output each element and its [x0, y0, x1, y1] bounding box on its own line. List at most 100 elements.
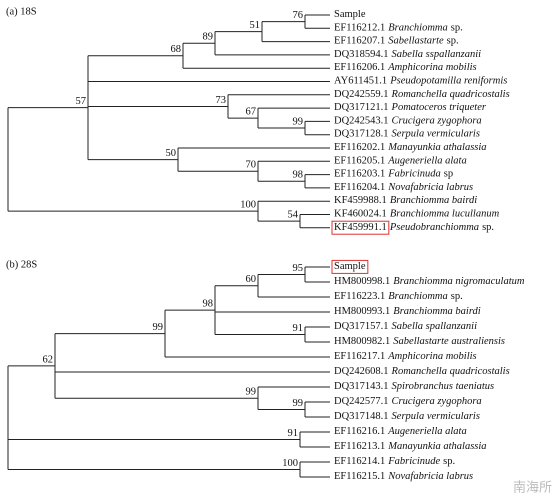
bootstrap-value: 98 [293, 170, 304, 181]
accession: EF116204.1 [334, 182, 385, 193]
bootstrap-value: 57 [76, 96, 87, 107]
bootstrap-value: 54 [288, 210, 299, 221]
leaf-label: EF116212.1 Branchiomma sp. [334, 23, 463, 34]
taxon: Branchiomma bairdi [393, 306, 480, 317]
leaf-label: DQ242608.1 Romanchella quadricostalis [334, 366, 510, 377]
bootstrap-value: 99 [246, 387, 257, 398]
accession: Sample [334, 261, 366, 272]
taxon: Crucigera zygophora [392, 116, 482, 127]
taxon: Branchiomma lucullanum [390, 209, 500, 220]
accession: DQ317128.1 [334, 129, 389, 140]
bootstrap-value: 51 [250, 20, 261, 31]
taxon-suffix: sp. [451, 23, 463, 34]
bootstrap-value: 99 [293, 116, 304, 127]
taxon: Crucigera zygophora [392, 396, 482, 407]
leaf-label: DQ317121.1 Pomatoceros triqueter [334, 103, 487, 114]
taxon: Sabella sspallanzanii [392, 49, 482, 60]
taxon: Romanchella quadricostalis [391, 89, 510, 100]
bootstrap-value: 95 [293, 263, 304, 274]
leaf-label: DQ317128.1 Serpula vermicularis [334, 129, 480, 140]
bootstrap-value: 100 [240, 200, 256, 211]
accession: EF116217.1 [334, 351, 385, 362]
taxon: Fabricinuda [387, 169, 441, 180]
accession: KF459991.1 [334, 222, 387, 233]
taxon: Pseudopotamilla reniformis [389, 76, 507, 87]
accession: DQ242577.1 [334, 396, 389, 407]
leaf-label: DQ242577.1 Crucigera zygophora [334, 396, 482, 407]
bootstrap-value: 98 [203, 299, 214, 310]
taxon: Branchiomma bairdi [390, 196, 477, 207]
taxon: Pseudobranchiomma [389, 222, 479, 233]
bootstrap-value: 91 [293, 323, 304, 334]
leaf-label: KF460024.1 Branchiomma lucullanum [334, 209, 500, 220]
accession: HM800998.1 [334, 276, 390, 287]
accession: DQ317148.1 [334, 411, 389, 422]
taxon: Novafabricia labrus [387, 182, 473, 193]
taxon: Serpula vermicularis [392, 129, 480, 140]
accession: DQ318594.1 [334, 49, 389, 60]
accession: EF116215.1 [334, 471, 385, 482]
leaf-label: EF116207.1 Sabellastarte sp. [334, 36, 459, 47]
leaf-label: KF459991.1 Pseudobranchiomma sp. [334, 222, 494, 233]
bootstrap-value: 91 [288, 428, 299, 439]
taxon-suffix: sp. [447, 36, 459, 47]
taxon: Sabellastarte australiensis [393, 336, 505, 347]
taxon: Serpula vermicularis [392, 411, 480, 422]
leaf-label: DQ317143.1 Spirobranchus taeniatus [334, 381, 494, 392]
taxon: Pomatoceros triqueter [391, 103, 487, 114]
taxon: Sabellastarte [388, 36, 444, 47]
taxon-suffix: sp [444, 169, 453, 180]
taxon: Augeneriella alata [387, 426, 466, 437]
accession: DQ317121.1 [334, 103, 389, 114]
bootstrap-value: 76 [293, 10, 304, 21]
accession: HM800993.1 [334, 306, 390, 317]
taxon: Manayunkia athalassia [387, 441, 486, 452]
accession: KF460024.1 [334, 209, 387, 220]
accession: EF116213.1 [334, 441, 385, 452]
taxon: Branchiomma [388, 291, 448, 302]
bootstrap-value: 99 [293, 398, 304, 409]
leaf-label: KF459988.1 Branchiomma bairdi [334, 196, 477, 207]
leaf-label: EF116214.1 Fabricinude sp. [334, 456, 455, 467]
accession: EF116202.1 [334, 142, 385, 153]
leaf-label: EF116213.1 Manayunkia athalassia [334, 441, 487, 452]
accession: Sample [334, 9, 366, 20]
taxon-suffix: sp. [451, 291, 463, 302]
bootstrap-value: 100 [282, 458, 298, 469]
leaf-label: EF116223.1 Branchiomma sp. [334, 291, 463, 302]
leaf-label: HM800982.1 Sabellastarte australiensis [334, 336, 505, 347]
accession: EF116203.1 [334, 169, 385, 180]
leaf-label: Sample [334, 9, 366, 20]
bootstrap-value: 60 [246, 274, 257, 285]
leaf-label: EF116205.1 Augeneriella alata [334, 156, 467, 167]
leaf-label: EF116217.1 Amphicorina mobilis [334, 351, 477, 362]
leaf-label: DQ242559.1 Romanchella quadricostalis [334, 89, 510, 100]
leaf-label: EF116203.1 Fabricinuda sp [334, 169, 453, 180]
taxon-suffix: sp. [482, 222, 494, 233]
leaf-label: EF116206.1 Amphicorina mobilis [334, 63, 477, 74]
leaf-label: EF116202.1 Manayunkia athalassia [334, 142, 487, 153]
accession: DQ242543.1 [334, 116, 389, 127]
taxon: Fabricinude [387, 456, 440, 467]
accession: EF116207.1 [334, 36, 385, 47]
accession: EF116214.1 [334, 456, 385, 467]
leaf-label: EF116204.1 Novafabricia labrus [334, 182, 473, 193]
taxon: Augeneriella alata [387, 156, 466, 167]
accession: DQ242608.1 [334, 366, 389, 377]
leaf-label: Sample [334, 261, 366, 272]
taxon: Manayunkia athalassia [387, 142, 486, 153]
taxon: Amphicorina mobilis [387, 351, 476, 362]
accession: KF459988.1 [334, 196, 387, 207]
accession: EF116205.1 [334, 156, 385, 167]
watermark: 南海所 [513, 480, 552, 496]
accession: DQ242559.1 [334, 89, 389, 100]
leaf-label: DQ317148.1 Serpula vermicularis [334, 411, 480, 422]
accession: EF116223.1 [334, 291, 385, 302]
bootstrap-value: 67 [246, 106, 257, 117]
accession: HM800982.1 [334, 336, 390, 347]
bootstrap-value: 62 [43, 354, 54, 365]
leaf-label: DQ318594.1 Sabella sspallanzanii [334, 49, 481, 60]
accession: AY611451.1 [334, 76, 387, 87]
